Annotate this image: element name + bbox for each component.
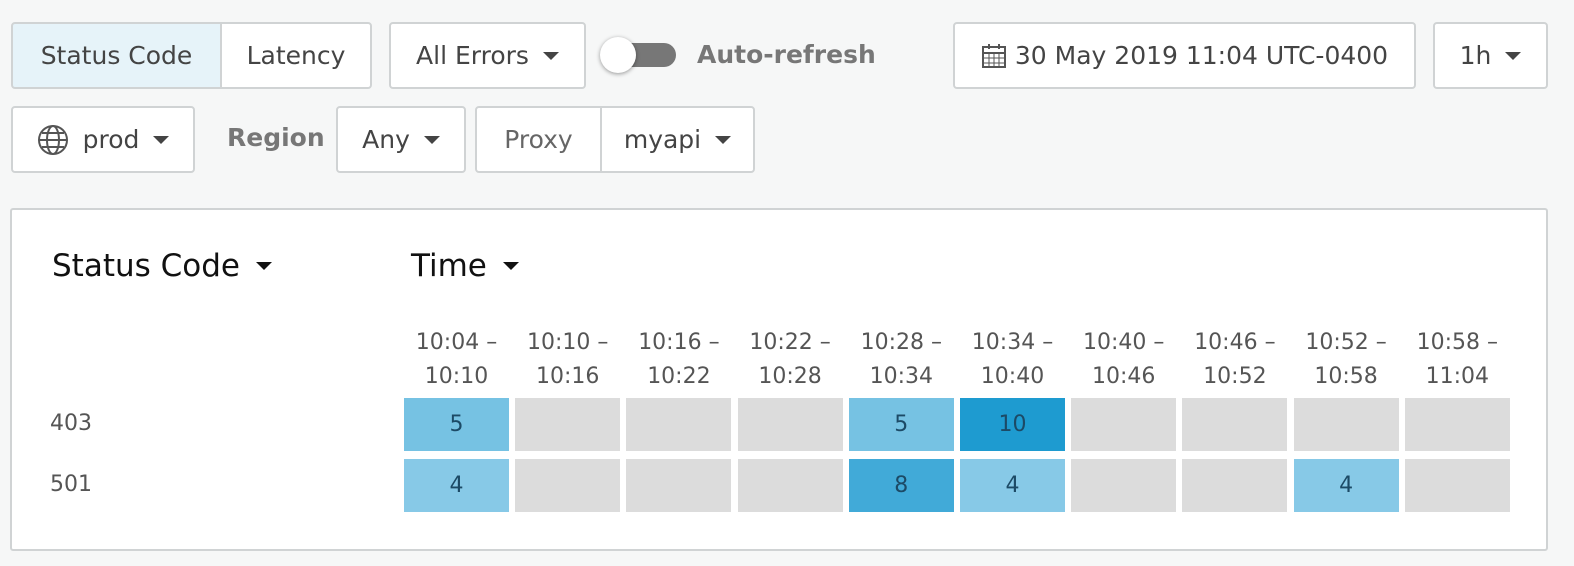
calendar-icon <box>981 43 1006 68</box>
row-header[interactable]: Status Code <box>52 248 272 284</box>
tab[interactable]: Latency <box>220 22 372 89</box>
tab[interactable]: Status Code <box>11 22 222 89</box>
header-label: Status Code <box>52 248 240 284</box>
column-label: 10:58 – 11:04 <box>1405 326 1510 394</box>
column-start: 10:10 – <box>526 330 609 355</box>
dropdown-label: Any <box>362 125 410 154</box>
empty-cell <box>737 398 843 451</box>
tab-label: Latency <box>246 41 346 70</box>
column-label: 10:34 – 10:40 <box>960 326 1065 394</box>
globe-icon <box>37 124 68 155</box>
date-picker[interactable]: 30 May 2019 11:04 UTC-0400 <box>953 22 1416 89</box>
dropdown-label: 1h <box>1459 41 1492 70</box>
column-label: 10:40 – 10:46 <box>1071 326 1176 394</box>
empty-cell <box>1404 459 1510 512</box>
tab-label: Status Code <box>40 41 193 70</box>
heat-cell: 10 <box>960 398 1065 451</box>
filter-label: Region <box>227 123 325 152</box>
column-start: 10:16 – <box>638 330 720 355</box>
column-label: 10:52 – 10:58 <box>1294 326 1399 394</box>
empty-cell <box>626 459 732 512</box>
column-label: 10:16 – 10:22 <box>626 326 731 394</box>
column-start: 10:28 – <box>860 330 942 355</box>
column-label: 10:22 – 10:28 <box>738 326 843 394</box>
header-label: Time <box>411 248 487 284</box>
heat-cell: 4 <box>404 459 509 512</box>
column-label: 10:10 – 10:16 <box>515 326 620 394</box>
toggle-knob <box>600 37 636 73</box>
column-start: 10:58 – <box>1416 330 1498 355</box>
column-start: 10:40 – <box>1082 330 1165 355</box>
column-end: 10:40 <box>980 364 1045 389</box>
column-end: 10:52 <box>1203 364 1267 389</box>
toggle-label: Auto-refresh <box>697 40 876 69</box>
empty-cell <box>1404 398 1510 451</box>
empty-cell <box>1071 459 1177 512</box>
empty-cell <box>1182 459 1288 512</box>
heat-cell: 5 <box>404 398 509 451</box>
date-label: 30 May 2019 11:04 UTC-0400 <box>1014 41 1389 70</box>
dropdown[interactable]: 1h <box>1433 22 1548 89</box>
column-end: 10:22 <box>647 364 711 389</box>
dropdown-label: prod <box>82 125 140 154</box>
empty-cell <box>1071 398 1177 451</box>
column-end: 11:04 <box>1425 364 1489 389</box>
heat-cell: 8 <box>848 459 954 512</box>
empty-cell <box>515 459 621 512</box>
heat-cell: 4 <box>960 459 1065 512</box>
column-end: 10:46 <box>1091 364 1156 389</box>
dropdown-label: myapi <box>623 125 702 154</box>
column-end: 10:16 <box>535 364 600 389</box>
dropdown[interactable]: Any <box>336 106 466 173</box>
empty-cell <box>1182 398 1288 451</box>
column-header[interactable]: Time <box>411 248 519 284</box>
column-label: 10:46 – 10:52 <box>1182 326 1287 394</box>
dropdown[interactable]: prod <box>11 106 195 173</box>
dropdown[interactable]: myapi <box>600 106 755 173</box>
dropdown[interactable]: All Errors <box>389 22 586 89</box>
empty-cell <box>737 459 843 512</box>
filter-label: Proxy <box>504 125 573 154</box>
column-end: 10:28 <box>758 364 822 389</box>
empty-cell <box>1293 398 1399 451</box>
empty-cell <box>515 398 621 451</box>
column-start: 10:04 – <box>415 330 498 355</box>
column-end: 10:34 <box>869 364 933 389</box>
empty-cell <box>626 398 732 451</box>
column-start: 10:52 – <box>1305 330 1387 355</box>
column-start: 10:22 – <box>749 330 831 355</box>
row-label: 403 <box>50 411 92 436</box>
dropdown-label: All Errors <box>416 41 529 70</box>
heat-cell: 4 <box>1293 459 1399 512</box>
column-start: 10:46 – <box>1194 330 1276 355</box>
column-start: 10:34 – <box>971 330 1054 355</box>
column-end: 10:58 <box>1314 364 1378 389</box>
filter-label-box: Proxy <box>475 106 602 173</box>
row-label: 501 <box>50 472 92 497</box>
column-label: 10:28 – 10:34 <box>849 326 954 394</box>
heat-cell: 5 <box>848 398 954 451</box>
column-end: 10:10 <box>424 364 489 389</box>
column-label: 10:04 – 10:10 <box>404 326 509 394</box>
